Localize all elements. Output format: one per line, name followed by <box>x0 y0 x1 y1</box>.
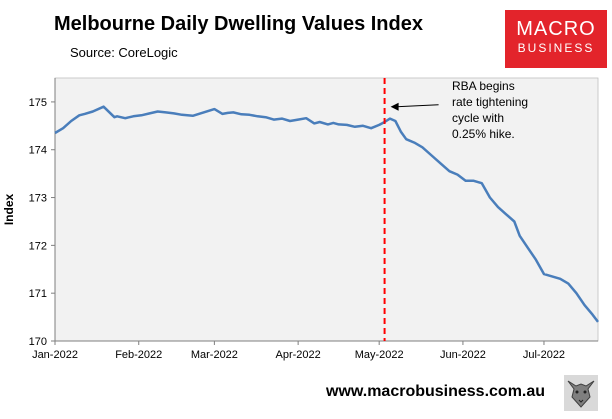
x-tick-label: Jun-2022 <box>440 349 486 361</box>
y-axis: 170 171 172 173 174 175 <box>29 78 56 348</box>
chart-source: Source: CoreLogic <box>70 45 178 60</box>
x-tick-label: Feb-2022 <box>115 349 162 361</box>
y-tick-label: 174 <box>29 145 47 157</box>
logo-line-1: MACRO <box>516 18 596 40</box>
x-tick-label: Apr-2022 <box>276 349 321 361</box>
x-axis: Jan-2022 Feb-2022 Mar-2022 Apr-2022 May-2022… <box>32 340 598 361</box>
y-tick-label: 175 <box>29 97 47 109</box>
chart-title: Melbourne Daily Dwelling Values Index <box>54 13 423 35</box>
plot-area <box>54 77 599 342</box>
x-tick-label: Jul-2022 <box>523 349 565 361</box>
y-tick-label: 172 <box>29 240 47 252</box>
annotation: RBA begins rate tightening cycle with 0.25%… <box>383 78 528 341</box>
annotation-text-line: rate tightening <box>452 95 528 109</box>
x-tick-label: Jan-2022 <box>32 349 78 361</box>
annotation-text-line: RBA begins <box>452 79 515 93</box>
wolf-logo-icon <box>564 375 598 411</box>
annotation-text-line: cycle with <box>452 111 504 125</box>
y-tick-label: 171 <box>29 288 47 300</box>
annotation-arrow-shaft <box>396 104 439 108</box>
x-tick-label: May-2022 <box>355 349 404 361</box>
y-axis-label: Index <box>2 194 16 226</box>
logo-line-2: BUSINESS <box>517 41 595 55</box>
annotation-text-line: 0.25% hike. <box>452 127 515 141</box>
annotation-arrow-head <box>390 102 399 111</box>
footer-url[interactable]: www.macrobusiness.com.au <box>326 383 546 400</box>
y-tick-label: 170 <box>29 336 47 348</box>
macrobusiness-logo: MACRO BUSINESS <box>505 10 607 68</box>
y-tick-label: 173 <box>29 193 47 205</box>
series-group <box>54 105 599 323</box>
series-line <box>54 105 599 323</box>
x-tick-label: Mar-2022 <box>191 349 238 361</box>
